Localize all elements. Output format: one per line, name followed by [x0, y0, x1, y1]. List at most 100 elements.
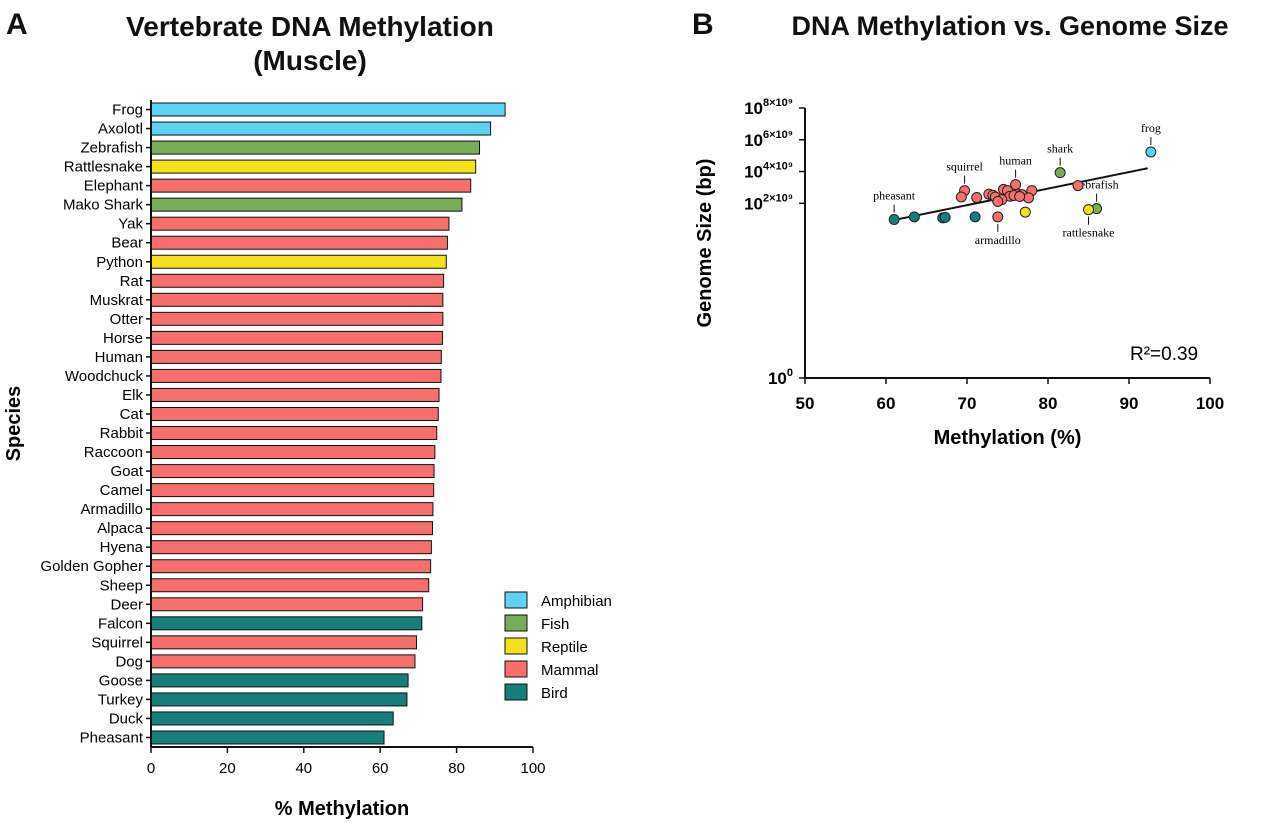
y-tick-label: Goat — [110, 463, 143, 480]
bar-golden-gopher — [150, 559, 432, 574]
point-label: human — [999, 154, 1032, 168]
scatter-chart-title: DNA Methylation vs. Genome Size — [791, 11, 1229, 41]
bar-dog — [150, 654, 416, 669]
point — [969, 211, 981, 223]
y-tick-label: Horse — [103, 330, 143, 347]
y-axis-title: Species — [3, 386, 25, 462]
bar-deer — [150, 597, 424, 612]
y-tick-label: Frog — [112, 102, 143, 119]
x-tick-label: 80 — [1039, 394, 1058, 413]
y-tick-label: Otter — [110, 311, 143, 328]
point-rattlesnake — [1083, 204, 1094, 216]
bar-squirrel — [150, 635, 417, 650]
point — [1072, 180, 1084, 192]
y-tick-label: 104×10⁹ — [744, 161, 793, 182]
bar-rat — [150, 273, 445, 288]
y-tick-label: Muskrat — [90, 292, 144, 309]
legend-swatch-fish — [504, 614, 528, 632]
r-squared-annotation: R²=0.39 — [1130, 344, 1198, 365]
point-pheasant — [888, 214, 900, 226]
bar-alpaca — [150, 521, 434, 536]
point-label: squirrel — [946, 160, 983, 174]
x-tick-label: 90 — [1120, 394, 1139, 413]
bar-hyena — [150, 540, 432, 555]
y-tick-exponent: 4×10⁹ — [763, 161, 793, 173]
bar-bear — [150, 235, 448, 250]
y-tick-label: Squirrel — [91, 634, 143, 651]
legend-label-fish: Fish — [541, 616, 569, 633]
y-tick-label: Duck — [109, 710, 144, 727]
y-tick-label: Cat — [120, 406, 144, 423]
point — [1014, 190, 1026, 202]
legend-label-reptile: Reptile — [541, 639, 588, 656]
y-tick-exponent: 0 — [787, 367, 793, 379]
point-label: frog — [1141, 121, 1161, 135]
point-label: rattlesnake — [1063, 226, 1115, 240]
point-shark — [1054, 167, 1066, 179]
y-axis-title: Genome Size (bp) — [694, 159, 716, 328]
bar-falcon — [150, 616, 423, 631]
y-tick-label: 106×10⁹ — [744, 129, 793, 150]
y-tick-base: 10 — [768, 369, 787, 388]
y-tick-base: 10 — [744, 99, 763, 118]
bar-yak — [150, 216, 450, 231]
x-tick-label: 60 — [372, 760, 389, 777]
point-armadillo — [992, 211, 1004, 223]
x-tick-label: 50 — [796, 394, 815, 413]
point-label: zebrafish — [1075, 178, 1119, 192]
y-tick-label: Yak — [118, 216, 143, 233]
point — [955, 191, 967, 203]
legend-label-bird: Bird — [541, 685, 568, 702]
bar-chart-subtitle: (Muscle) — [253, 44, 367, 76]
y-tick-label: Goose — [99, 672, 143, 689]
y-tick-label: Rat — [120, 273, 144, 290]
point-frog — [1145, 146, 1157, 158]
y-tick-exponent: 2×10⁹ — [763, 192, 793, 204]
bar-chart-title: Vertebrate DNA Methylation (Muscle) — [40, 10, 580, 77]
bar-woodchuck — [150, 368, 442, 383]
bar-python — [150, 254, 447, 269]
legend-swatch-bird — [504, 683, 528, 701]
x-tick-label: 100 — [520, 760, 545, 777]
legend: Amphibian Fish Reptile Mammal Bird — [504, 591, 612, 702]
x-tick-label: 20 — [219, 760, 236, 777]
y-tick-label: Pheasant — [80, 729, 144, 746]
legend-swatch-mammal — [504, 660, 528, 678]
point — [1019, 206, 1031, 218]
bar-axolotl — [150, 121, 492, 136]
y-tick-exponent: 6×10⁹ — [763, 129, 793, 141]
bar-camel — [150, 483, 435, 498]
y-tick-label: 100 — [768, 367, 793, 388]
bar-cat — [150, 406, 439, 421]
x-tick-label: 70 — [958, 394, 977, 413]
panel-b-letter: B — [692, 8, 714, 41]
y-tick-label: Axolotl — [98, 121, 143, 138]
point — [1023, 192, 1035, 204]
y-tick-label: Golden Gopher — [40, 558, 143, 575]
y-tick-label: Mako Shark — [63, 197, 144, 214]
bar-elk — [150, 387, 440, 402]
point — [939, 211, 951, 223]
x-axis-title: Methylation (%) — [934, 427, 1082, 449]
bar-armadillo — [150, 502, 434, 517]
point-label: shark — [1047, 142, 1073, 156]
y-tick-label: 102×10⁹ — [744, 192, 793, 213]
y-tick-label: Sheep — [100, 577, 143, 594]
bar-rabbit — [150, 426, 438, 441]
y-tick-label: Woodchuck — [65, 368, 144, 385]
bar-elephant — [150, 178, 472, 193]
bar-sheep — [150, 578, 430, 593]
bar-human — [150, 349, 442, 364]
y-tick-label: Hyena — [100, 539, 144, 556]
bar-goose — [150, 673, 409, 688]
x-tick-label: 80 — [448, 760, 465, 777]
point — [992, 195, 1004, 207]
panel-a-letter: A — [6, 8, 28, 41]
y-tick-base: 10 — [744, 131, 763, 150]
bar-rattlesnake — [150, 159, 477, 174]
y-tick-label: Rabbit — [100, 425, 144, 442]
y-tick-label: Bear — [111, 235, 143, 252]
bar-chart: Frog Axolotl Zebrafish Rattlesnake Elephant M… — [3, 100, 612, 820]
x-tick-label: 100 — [1196, 394, 1224, 413]
bar-raccoon — [150, 445, 436, 460]
